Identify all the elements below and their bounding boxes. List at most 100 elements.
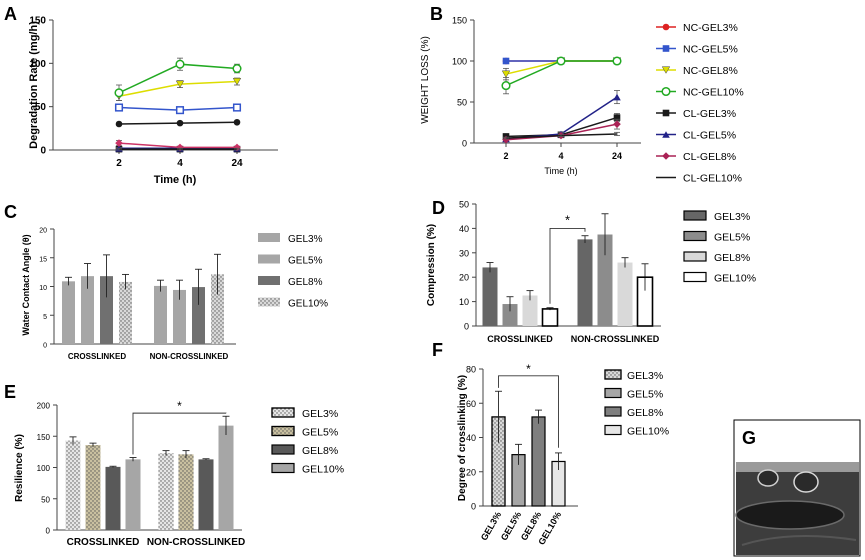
- legend-label: CL-GEL3%: [683, 108, 736, 120]
- y-tick-label: 50: [457, 98, 467, 108]
- data-point: [232, 77, 242, 86]
- photo-g-label: G: [742, 428, 756, 448]
- y-tick-label: 40: [466, 433, 476, 443]
- bar: [522, 295, 538, 326]
- y-tick-label: 200: [37, 402, 51, 411]
- chart-b-legend: NC-GEL3% NC-GEL5% NC-GEL8% NC-GEL10% CL-GEL3…: [656, 22, 744, 185]
- y-tick-label: 15: [39, 256, 47, 263]
- photo-g-reflection: [741, 535, 857, 546]
- bar: [617, 262, 633, 326]
- legend-label: NC-GEL10%: [683, 87, 744, 99]
- data-point: [114, 88, 124, 98]
- data-point: [233, 118, 241, 126]
- x-tick-label: 4: [177, 158, 183, 169]
- legend-marker: [662, 109, 670, 117]
- y-tick-label: 20: [466, 467, 476, 477]
- y-tick-label: 80: [466, 365, 476, 375]
- x-tick-label: 24: [612, 151, 622, 161]
- x-tick-label: 2: [116, 158, 122, 169]
- chart-c-legend: GEL3% GEL5% GEL8% GEL10%: [258, 233, 328, 310]
- x-tick-label: 24: [231, 158, 243, 169]
- y-tick-label: 100: [29, 59, 46, 70]
- legend-label: CL-GEL10%: [683, 173, 742, 185]
- bar: [105, 466, 121, 530]
- y-tick-label: 150: [29, 16, 46, 27]
- significance-bracket: [549, 227, 586, 304]
- legend-label: GEL10%: [288, 299, 328, 310]
- y-tick-label: 40: [459, 224, 469, 234]
- panel-label-f: F: [432, 340, 443, 360]
- significance-bracket: [132, 412, 227, 455]
- chart-f-legend: GEL3% GEL5% GEL8% GEL10%: [604, 369, 669, 438]
- y-tick-label: 10: [39, 285, 47, 292]
- bar-pattern: [119, 281, 132, 344]
- y-tick-label: 0: [46, 527, 51, 536]
- chart-a-ylabel: Degradation Rate (mg/h): [28, 21, 40, 149]
- legend-label: GEL8%: [714, 252, 750, 264]
- y-tick-label: 20: [459, 273, 469, 283]
- legend-label: GEL5%: [302, 427, 338, 439]
- significance-mark: *: [177, 399, 182, 413]
- data-point: [175, 59, 185, 69]
- legend-label: GEL5%: [627, 389, 663, 401]
- legend-swatch-pattern: [271, 425, 295, 437]
- bar: [542, 308, 558, 326]
- legend-swatch: [258, 254, 280, 264]
- y-tick-label: 150: [452, 16, 467, 26]
- bar: [597, 234, 613, 326]
- legend-swatch-pattern: [604, 369, 622, 380]
- chart-b-ylabel: WEIGHT LOSS (%): [420, 36, 431, 124]
- panel-label-b: B: [430, 4, 443, 24]
- data-point: [232, 63, 242, 74]
- legend-swatch: [683, 230, 707, 242]
- photo-g: G: [733, 419, 861, 557]
- y-tick-label: 100: [37, 464, 51, 473]
- legend-label: GEL3%: [302, 408, 338, 420]
- x-category-label: CROSSLINKED: [68, 352, 126, 361]
- y-tick-label: 60: [466, 399, 476, 409]
- y-tick-label: 150: [37, 433, 51, 442]
- bar: [173, 289, 186, 344]
- panel-label-a: A: [4, 4, 17, 24]
- y-tick-label: 100: [452, 57, 467, 67]
- data-point: [613, 93, 621, 101]
- series-line: [118, 63, 238, 94]
- bar: [198, 459, 214, 530]
- y-tick-label: 20: [39, 228, 47, 235]
- x-category-label: NON-CROSSLINKED: [571, 334, 660, 344]
- bar: [154, 285, 167, 344]
- legend-label: CL-GEL5%: [683, 130, 736, 142]
- chart-b-xlabel: Time (h): [544, 166, 577, 176]
- bar-pattern: [178, 454, 194, 530]
- chart-e-legend: GEL3% GEL5% GEL8% GEL10%: [271, 407, 344, 476]
- legend-label: NC-GEL5%: [683, 44, 738, 56]
- legend-label: GEL3%: [714, 211, 750, 223]
- water-droplet-right: [793, 471, 819, 493]
- x-tick-label: 4: [558, 151, 563, 161]
- chart-e-plot: 0 50 100 150 200 CROSSLINKED NON-CROSSLINKED *: [37, 399, 246, 548]
- legend-label: GEL5%: [288, 256, 323, 267]
- data-point: [613, 120, 621, 128]
- legend-marker: [662, 45, 670, 52]
- bar-outline: [636, 276, 654, 327]
- gel-sample: [735, 500, 845, 530]
- data-point: [612, 56, 622, 66]
- x-category-label: NON-CROSSLINKED: [150, 352, 229, 361]
- chart-c-plot: 0 5 10 15 20 CROSSLINKED NON-CROSSLINKED: [39, 228, 236, 361]
- legend-label: CL-GEL8%: [683, 151, 736, 163]
- bar-pattern: [85, 445, 101, 530]
- y-tick-label: 0: [462, 139, 467, 149]
- legend-swatch: [683, 271, 707, 283]
- legend-label: GEL3%: [627, 370, 663, 382]
- legend-swatch: [604, 406, 622, 417]
- bar: [125, 459, 141, 530]
- bar: [482, 267, 498, 326]
- x-category-label: CROSSLINKED: [67, 537, 140, 548]
- water-droplet-left: [757, 469, 779, 487]
- legend-marker: [662, 131, 670, 138]
- bar-pattern: [158, 453, 174, 530]
- legend-label: GEL5%: [714, 232, 750, 244]
